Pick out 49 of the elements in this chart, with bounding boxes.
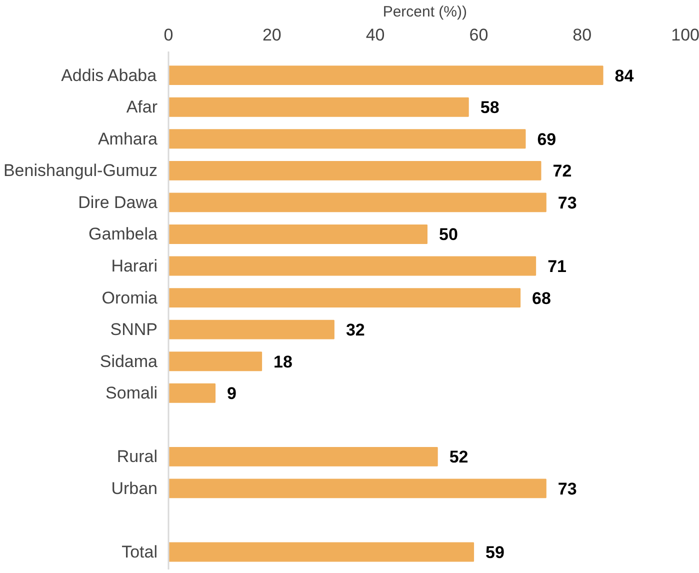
y-tick-label: Total — [122, 542, 158, 562]
y-tick-label: Benishangul-Gumuz — [3, 161, 158, 180]
y-tick-label: Gambela — [88, 224, 158, 244]
y-tick-label: Afar — [126, 98, 158, 117]
x-axis-title: Percent (%)) — [382, 4, 468, 20]
data-label: 68 — [532, 288, 551, 308]
data-label: 58 — [480, 98, 500, 118]
bar — [168, 97, 469, 117]
y-tick-label: SNNP — [110, 320, 158, 340]
data-label: 32 — [346, 320, 365, 340]
bar — [168, 352, 262, 372]
data-label: 69 — [537, 130, 556, 149]
data-label: 73 — [558, 479, 577, 498]
data-label: 71 — [548, 257, 566, 276]
bar — [168, 383, 216, 403]
data-label: 84 — [614, 66, 634, 86]
bar — [168, 478, 546, 498]
data-label: 50 — [439, 225, 458, 244]
bar — [168, 320, 334, 340]
y-tick-label: Dire Dawa — [78, 192, 158, 212]
y-tick-label: Harari — [111, 256, 158, 276]
data-label: 9 — [227, 384, 236, 404]
x-tick-label: 0 — [164, 26, 174, 44]
bar — [168, 160, 542, 180]
y-tick-label: Addis Ababa — [61, 66, 158, 85]
bar — [168, 66, 604, 86]
y-tick-label: Somali — [106, 384, 158, 403]
data-label: 73 — [558, 193, 577, 212]
data-label: 59 — [486, 543, 504, 562]
x-tick-label: 60 — [469, 26, 488, 44]
bar — [168, 224, 428, 244]
bar — [168, 129, 526, 149]
y-tick-label: Rural — [116, 447, 158, 466]
y-tick-label: Amhara — [98, 129, 158, 148]
bar — [168, 542, 474, 562]
bar — [168, 192, 546, 212]
data-label: 72 — [552, 162, 572, 181]
bar — [168, 288, 521, 308]
x-tick-label: 80 — [572, 26, 592, 44]
data-label: 18 — [274, 352, 292, 372]
data-label: 52 — [449, 448, 468, 467]
bar — [168, 256, 536, 276]
x-tick-label: 20 — [262, 26, 282, 44]
y-tick-label: Oromia — [102, 288, 158, 308]
y-tick-label: Sidama — [100, 352, 158, 371]
x-tick-label: 100 — [671, 26, 699, 44]
bar — [168, 446, 438, 466]
x-tick-label: 40 — [366, 26, 385, 44]
y-tick-label: Urban — [111, 478, 158, 498]
